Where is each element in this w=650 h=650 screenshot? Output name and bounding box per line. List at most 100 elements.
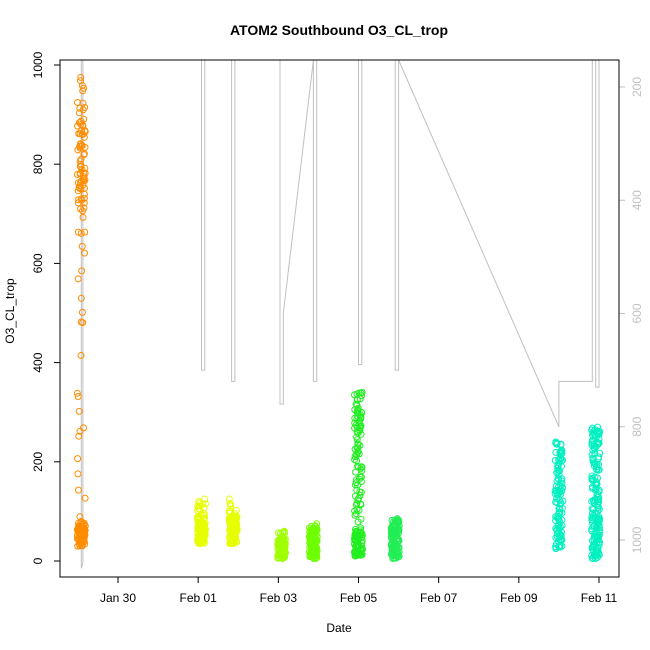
y-tick-label: 800: [31, 154, 45, 174]
data-point: [591, 530, 599, 538]
pressure-trace-line: [80, 59, 600, 569]
data-point: [352, 541, 360, 549]
data-point: [77, 352, 85, 359]
data-point: [594, 503, 602, 511]
data-point: [591, 533, 598, 541]
data-point: [231, 532, 239, 540]
data-point: [74, 196, 82, 204]
data-point: [390, 536, 398, 544]
data-point: [552, 545, 560, 553]
data-point: [393, 515, 401, 523]
series-5: [351, 388, 366, 560]
data-point: [594, 553, 601, 561]
series-1: [194, 495, 209, 548]
data-point: [77, 77, 84, 85]
data-point: [81, 184, 88, 192]
data-point: [76, 542, 84, 550]
data-point: [312, 523, 320, 531]
data-point: [552, 525, 560, 532]
data-point: [594, 544, 602, 552]
data-point: [77, 142, 85, 150]
data-point: [592, 481, 600, 489]
data-point: [554, 464, 562, 472]
data-point: [79, 213, 87, 221]
data-point: [352, 468, 360, 476]
data-point: [74, 99, 81, 106]
data-point: [74, 187, 82, 195]
right-tick-label: 200: [630, 77, 644, 97]
data-point: [352, 492, 359, 500]
series-7: [551, 438, 567, 553]
data-point: [353, 396, 361, 404]
axes-layer: 0 200 400 600 800 1000 Jan 30 Feb 01 Feb 03 Feb 0…: [31, 51, 644, 605]
data-point: [556, 505, 564, 513]
data-point: [312, 544, 320, 552]
data-point: [202, 500, 209, 508]
data-point: [77, 205, 84, 213]
data-point: [590, 444, 598, 452]
data-point: [78, 165, 86, 173]
data-point: [390, 554, 398, 562]
data-point: [358, 537, 366, 544]
data-point: [589, 512, 597, 520]
data-point: [80, 133, 88, 141]
data-point: [78, 536, 85, 544]
data-point: [75, 519, 82, 527]
data-point: [77, 179, 85, 187]
data-point: [358, 478, 365, 485]
data-point: [196, 540, 204, 548]
data-point: [228, 538, 236, 545]
data-point: [594, 520, 602, 528]
data-point: [81, 494, 89, 502]
data-point: [391, 521, 399, 529]
data-point: [393, 543, 401, 550]
x-tick-label: Feb 09: [500, 591, 538, 605]
data-point: [556, 518, 564, 526]
data-point: [556, 450, 564, 458]
data-point: [351, 406, 359, 414]
data-point: [77, 294, 85, 302]
right-tick-label: 800: [630, 416, 644, 436]
data-point: [552, 438, 560, 446]
data-point: [589, 454, 597, 462]
data-point: [225, 495, 233, 503]
data-point: [358, 392, 365, 400]
y-tick-label: 200: [31, 451, 45, 471]
data-point: [75, 432, 83, 440]
data-point: [197, 514, 205, 522]
data-point: [73, 535, 81, 542]
data-point: [590, 499, 598, 507]
data-point: [351, 552, 359, 560]
data-point: [76, 427, 84, 435]
data-point: [310, 548, 318, 556]
data-point: [357, 488, 365, 496]
data-point: [556, 543, 564, 551]
data-point: [79, 99, 87, 107]
y-axis-label: O3_CL_trop: [3, 278, 17, 344]
data-point: [277, 529, 284, 537]
data-point: [556, 500, 564, 508]
data-point: [75, 407, 83, 415]
data-point: [594, 439, 602, 447]
data-point: [553, 489, 561, 496]
data-point: [595, 505, 603, 513]
data-point: [556, 509, 564, 517]
data-point: [313, 520, 321, 528]
data-point: [77, 229, 85, 237]
data-point: [388, 525, 395, 533]
series-3: [274, 527, 289, 562]
data-point: [78, 82, 86, 89]
data-point: [354, 404, 362, 412]
plot-frame: [59, 59, 620, 578]
data-point: [351, 534, 358, 542]
data-point: [73, 389, 81, 397]
x-tick-label: Feb 05: [340, 591, 378, 605]
data-point: [280, 530, 288, 538]
data-point: [552, 517, 560, 524]
data-point: [78, 308, 86, 316]
data-point: [589, 537, 596, 545]
data-point: [390, 547, 398, 555]
data-point: [75, 184, 83, 191]
data-point: [353, 423, 361, 431]
data-point: [357, 500, 364, 508]
